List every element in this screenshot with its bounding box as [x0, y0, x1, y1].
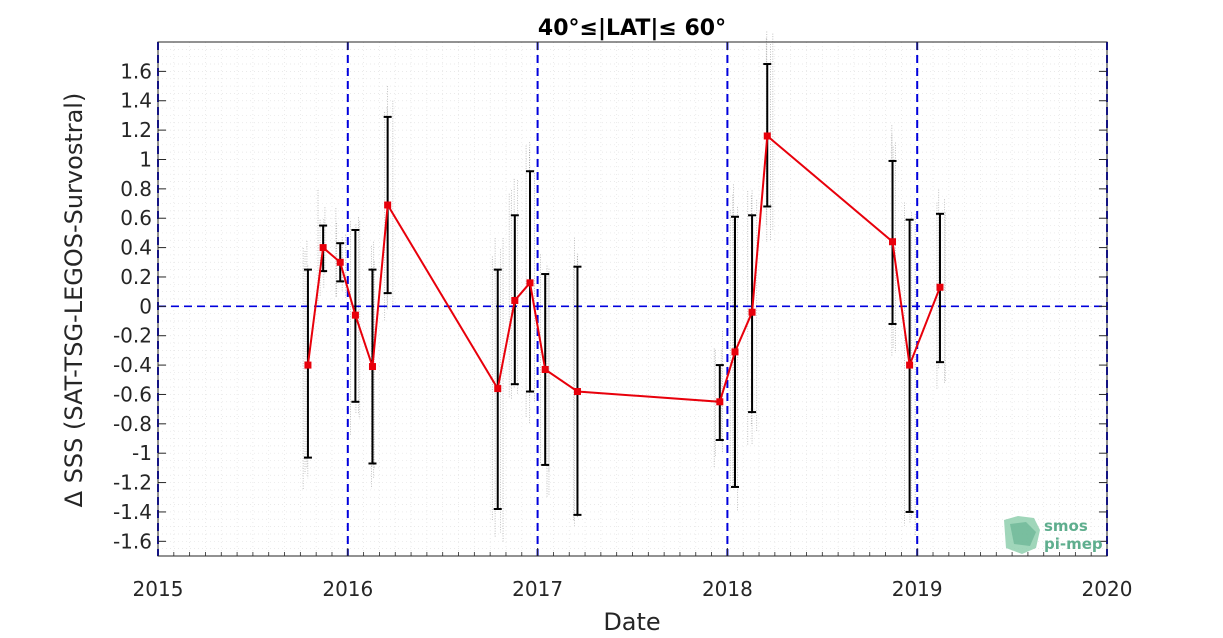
data-point: [731, 348, 739, 356]
y-tick-label: 1.4: [120, 89, 152, 113]
y-tick-label: 1: [139, 147, 152, 171]
y-tick-label: -1.6: [113, 529, 152, 553]
x-tick-label: 2018: [702, 577, 753, 601]
y-tick-label: -1.2: [113, 471, 152, 495]
data-point: [763, 132, 771, 140]
y-tick-label: -1: [132, 441, 152, 465]
smos-pimep-logo: smos pi-mep: [1004, 516, 1103, 554]
y-tick-label: 0.2: [120, 265, 152, 289]
chart-title: 40°≤|LAT|≤ 60°: [538, 16, 726, 41]
y-tick-label: 0: [139, 294, 152, 318]
data-point: [541, 365, 549, 373]
y-tick-label: 1.2: [120, 118, 152, 142]
data-point: [748, 308, 756, 316]
y-axis-label: Δ SSS (SAT-TSG-LEGOS-Survostral): [60, 93, 88, 508]
data-point: [304, 361, 312, 369]
data-point: [494, 385, 502, 393]
data-point: [336, 258, 344, 266]
logo-text-line1: smos: [1044, 517, 1088, 535]
y-tick-label: 1.6: [120, 59, 152, 83]
data-point: [716, 398, 724, 406]
y-tick-label: -0.2: [113, 324, 152, 348]
data-point: [511, 296, 519, 304]
x-tick-label: 2019: [892, 577, 943, 601]
data-point: [889, 238, 897, 246]
data-point: [384, 201, 392, 209]
x-axis-label: Date: [603, 608, 660, 636]
data-point: [936, 283, 944, 291]
x-tick-label: 2020: [1082, 577, 1133, 601]
y-tick-label: -1.4: [113, 500, 152, 524]
y-tick-label: 0.4: [120, 236, 152, 260]
logo-text-line2: pi-mep: [1044, 535, 1103, 553]
y-axis-ticks: -1.6 -1.4 -1.2 -1 -0.8 -0.6 -0.4 -0.2 0 0.2 0.4 0.6…: [113, 59, 1107, 553]
x-axis-ticks: 2015 2016 2017 2018 2019 2020: [133, 42, 1133, 601]
data-point: [351, 311, 359, 319]
data-point: [319, 244, 327, 252]
y-tick-label: -0.4: [113, 353, 152, 377]
logo-mark-icon: [1004, 516, 1040, 554]
data-point: [906, 361, 914, 369]
x-tick-label: 2015: [133, 577, 184, 601]
y-tick-label: -0.8: [113, 412, 152, 436]
data-point: [526, 279, 534, 287]
y-tick-label: -0.6: [113, 382, 152, 406]
y-tick-label: 0.8: [120, 177, 152, 201]
x-tick-label: 2016: [322, 577, 373, 601]
x-tick-label: 2017: [512, 577, 563, 601]
series-layer: [304, 132, 944, 406]
y-tick-label: 0.6: [120, 206, 152, 230]
data-point: [573, 388, 581, 396]
series-line: [306, 133, 941, 403]
data-point: [368, 363, 376, 371]
